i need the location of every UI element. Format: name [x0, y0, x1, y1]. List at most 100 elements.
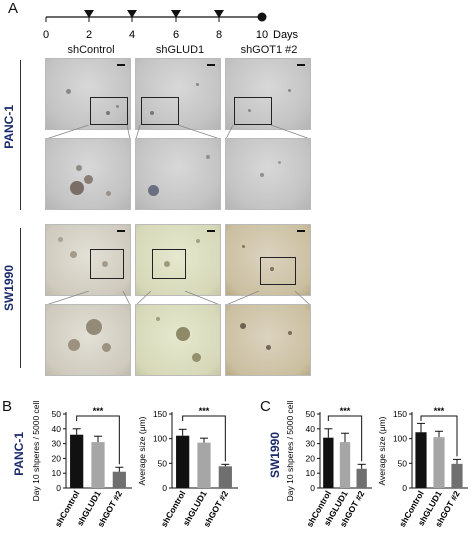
panel-b-letter: B — [2, 398, 13, 415]
y-tick-label: 50 — [306, 409, 316, 419]
significance-bracket — [420, 415, 458, 457]
bar — [176, 435, 190, 488]
chart-sw1990-size: Average size (μm)050100150shControlshGLU… — [378, 406, 468, 529]
significance-bracket — [182, 415, 226, 462]
y-tick-label: 50 — [52, 409, 62, 419]
y-axis-label: Day 10 shperes / 5000 cell — [32, 401, 41, 502]
bar — [70, 434, 84, 488]
bar — [323, 437, 334, 488]
zoom-box — [234, 97, 272, 125]
zoom-box — [90, 249, 124, 279]
bar — [197, 442, 211, 488]
bar — [415, 432, 427, 488]
bar — [356, 468, 367, 488]
timeline-label-10: 10 — [256, 29, 268, 41]
chart-sw1990-spheres: Day 10 shperes / 5000 cell 01020304050shC… — [286, 401, 372, 529]
significance-bracket — [76, 415, 120, 465]
row-label-sw1990: SW1990 — [2, 265, 16, 312]
column-label-shcontrol: shControl — [67, 44, 115, 56]
bar — [91, 442, 105, 488]
timeline-ticks — [45, 17, 220, 22]
panel-b-row-label: PANC-1 — [12, 432, 26, 476]
micrograph-sw1990-shcontrol-overview — [45, 224, 131, 296]
timeline-endpoint — [257, 12, 267, 22]
y-tick-label: 10 — [306, 468, 316, 478]
timeline-label-6: 6 — [173, 29, 179, 41]
timeline-arrow-4 — [127, 10, 137, 18]
y-tick-label: 10 — [52, 468, 62, 478]
y-tick-label: 50 — [158, 458, 168, 468]
y-tick-label: 20 — [52, 453, 62, 463]
zoom-connectors-panc1 — [45, 125, 311, 140]
y-tick-label: 40 — [52, 424, 62, 434]
scale-bar — [207, 64, 215, 66]
significance-label: *** — [93, 406, 104, 416]
timeline-arrow-6 — [171, 10, 181, 18]
micrograph-panc1-shglud1-overview — [135, 58, 221, 130]
micrograph-sw1990-shglud1-zoom — [135, 304, 221, 376]
zoom-box — [152, 249, 186, 279]
timeline-label-2: 2 — [86, 29, 92, 41]
micrograph-sw1990-shgot1-zoom — [225, 304, 311, 376]
chart-panc1-spheres: Day 10 shperes / 5000 cell 01020304050shC… — [32, 401, 132, 529]
scale-bar — [207, 230, 215, 232]
timeline-label-8: 8 — [216, 29, 222, 41]
row-bracket-panc1 — [20, 60, 21, 210]
micrograph-panc1-shgot1-overview — [225, 58, 311, 130]
y-tick-label: 150 — [153, 409, 167, 419]
micrograph-panc1-shgot1-zoom — [225, 138, 311, 210]
column-label-shgot1: shGOT1 #2 — [240, 44, 298, 56]
timeline: 0 2 4 6 8 10 Days — [43, 10, 299, 41]
panel-a-letter: A — [8, 0, 19, 17]
timeline-label-4: 4 — [129, 29, 135, 41]
timeline-label-0: 0 — [43, 29, 49, 41]
micrograph-panc1-shcontrol-overview — [45, 58, 131, 130]
bar — [433, 437, 445, 488]
significance-label: *** — [199, 406, 210, 416]
micrograph-sw1990-shgot1-overview — [225, 224, 311, 296]
y-tick-label: 150 — [393, 409, 407, 419]
y-tick-label: 0 — [402, 483, 407, 493]
y-tick-label: 30 — [306, 439, 316, 449]
bar — [451, 463, 463, 488]
y-tick-label: 100 — [393, 434, 407, 444]
scale-bar — [297, 230, 305, 232]
chart-panc1-size: Average size (μm)050100150shControlshGLU… — [138, 406, 238, 529]
scale-bar — [117, 64, 125, 66]
y-axis-label: Day 10 shperes / 5000 cell — [286, 401, 295, 502]
bar — [112, 471, 126, 488]
y-tick-label: 30 — [52, 439, 62, 449]
significance-bracket — [327, 415, 363, 462]
micrograph-sw1990-shcontrol-zoom — [45, 304, 131, 376]
column-label-shglud1: shGLUD1 — [155, 44, 205, 56]
scale-bar — [297, 64, 305, 66]
row-label-panc1: PANC-1 — [2, 105, 16, 149]
timeline-arrow-8 — [214, 10, 224, 18]
zoom-box — [260, 257, 296, 285]
micrograph-panc1-shcontrol-zoom — [45, 138, 131, 210]
y-axis-label: Average size (μm) — [378, 416, 387, 485]
timeline-unit: Days — [273, 29, 299, 41]
timeline-arrow-2 — [84, 10, 94, 18]
panel-c-letter: C — [260, 398, 271, 415]
y-tick-label: 0 — [56, 483, 61, 493]
bar — [339, 442, 351, 488]
zoom-box — [141, 97, 179, 125]
bar — [218, 466, 232, 488]
y-tick-label: 0 — [310, 483, 315, 493]
y-tick-label: 20 — [306, 453, 316, 463]
scale-bar — [117, 230, 125, 232]
y-tick-label: 0 — [162, 483, 167, 493]
row-bracket-sw1990 — [20, 228, 21, 368]
zoom-box — [90, 97, 128, 125]
y-tick-label: 50 — [398, 458, 408, 468]
y-tick-label: 40 — [306, 424, 316, 434]
significance-label: *** — [434, 406, 445, 416]
micrograph-panc1-shglud1-zoom — [135, 138, 221, 210]
micrograph-sw1990-shglud1-overview — [135, 224, 221, 296]
y-tick-label: 100 — [153, 434, 167, 444]
significance-label: *** — [340, 406, 351, 416]
y-axis-label: Average size (μm) — [138, 416, 147, 485]
panel-c-row-label: SW1990 — [268, 432, 282, 479]
zoom-connectors-sw1990 — [45, 291, 311, 306]
